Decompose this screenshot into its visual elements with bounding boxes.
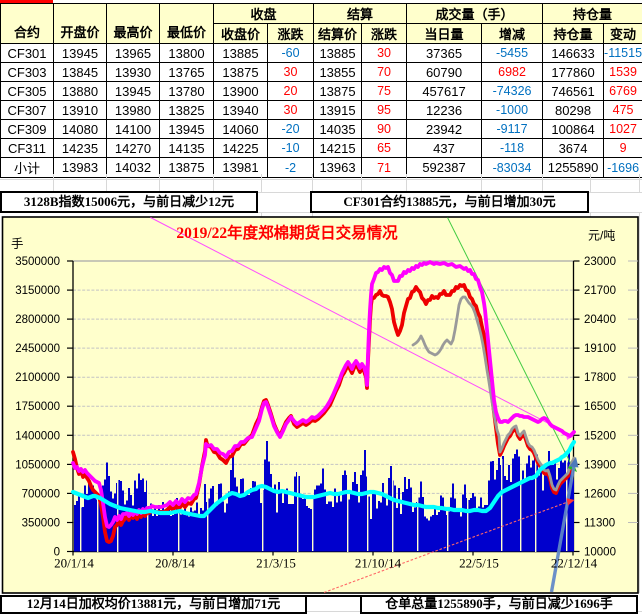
svg-text:手: 手 (11, 237, 24, 251)
svg-text:13900: 13900 (584, 459, 616, 471)
svg-text:20400: 20400 (584, 314, 616, 326)
svg-text:2800000: 2800000 (15, 314, 60, 326)
svg-text:20/8/14: 20/8/14 (155, 556, 195, 571)
svg-text:0: 0 (54, 547, 60, 559)
svg-text:700000: 700000 (22, 488, 60, 500)
svg-text:23000: 23000 (584, 256, 616, 268)
svg-text:12600: 12600 (584, 488, 616, 500)
svg-text:1750000: 1750000 (15, 401, 60, 413)
svg-text:15200: 15200 (584, 430, 616, 442)
svg-text:21700: 21700 (584, 285, 616, 297)
svg-text:350000: 350000 (22, 518, 60, 530)
svg-text:元/吨: 元/吨 (588, 229, 615, 243)
svg-text:3150000: 3150000 (15, 285, 60, 297)
svg-text:2019/22年度郑棉期货日交易情况: 2019/22年度郑棉期货日交易情况 (176, 223, 398, 242)
svg-text:21/10/14: 21/10/14 (355, 556, 402, 571)
svg-text:1050000: 1050000 (15, 459, 60, 471)
svg-text:22/12/14: 22/12/14 (551, 556, 598, 571)
svg-text:16500: 16500 (584, 401, 616, 413)
svg-text:19100: 19100 (584, 343, 616, 355)
svg-text:11300: 11300 (584, 518, 615, 530)
svg-text:2450000: 2450000 (15, 343, 60, 355)
svg-text:1400000: 1400000 (15, 430, 60, 442)
svg-text:22/5/15: 22/5/15 (459, 556, 499, 571)
svg-text:20/1/14: 20/1/14 (54, 556, 94, 571)
svg-text:3500000: 3500000 (15, 256, 60, 268)
svg-text:17800: 17800 (584, 372, 616, 384)
svg-text:10000: 10000 (584, 547, 616, 559)
svg-text:2100000: 2100000 (15, 372, 60, 384)
svg-text:21/3/15: 21/3/15 (256, 556, 296, 571)
